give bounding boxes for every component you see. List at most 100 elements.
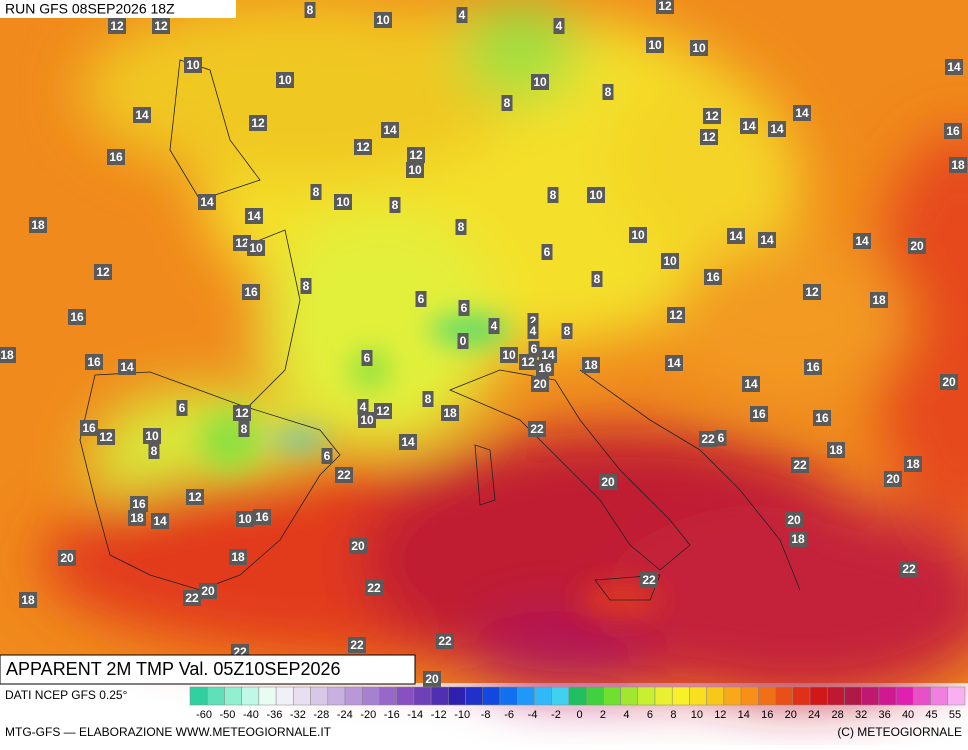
label-box bbox=[587, 187, 605, 203]
colorbar-swatch bbox=[895, 686, 914, 706]
value-label: 18 bbox=[584, 358, 598, 372]
value-label: 8 bbox=[458, 220, 465, 234]
label-box bbox=[531, 74, 549, 90]
colorbar-swatch bbox=[689, 686, 707, 706]
value-label: 6 bbox=[418, 292, 425, 306]
value-label: 12 bbox=[376, 404, 390, 418]
value-label: 6 bbox=[179, 401, 186, 415]
label-box bbox=[152, 18, 170, 34]
colorbar-tick-label: 40 bbox=[902, 709, 914, 721]
value-label: 8 bbox=[307, 3, 314, 17]
colorbar-swatch bbox=[809, 686, 828, 706]
label-box bbox=[357, 399, 369, 415]
value-label: 10 bbox=[648, 38, 662, 52]
colorbar-tick-label: 55 bbox=[949, 709, 961, 721]
colorbar-swatch bbox=[620, 686, 639, 706]
value-label: 20 bbox=[601, 475, 615, 489]
value-label: 8 bbox=[392, 198, 399, 212]
label-box bbox=[813, 410, 831, 426]
colorbar-tick-label: -8 bbox=[481, 709, 491, 721]
colorbar-swatch bbox=[585, 686, 604, 706]
label-box bbox=[870, 292, 888, 308]
value-label: 20 bbox=[201, 584, 215, 598]
colorbar-tick-label: -10 bbox=[454, 709, 470, 721]
value-label: 8 bbox=[594, 272, 601, 286]
label-box bbox=[436, 633, 454, 649]
value-label: 18 bbox=[0, 348, 14, 362]
label-box bbox=[310, 184, 322, 200]
label-box bbox=[547, 187, 559, 203]
label-box bbox=[0, 347, 16, 363]
label-box bbox=[455, 219, 467, 235]
value-label: 16 bbox=[946, 124, 960, 138]
colorbar-swatch bbox=[499, 686, 518, 706]
label-box bbox=[199, 583, 217, 599]
value-label: 16 bbox=[706, 270, 720, 284]
label-box bbox=[727, 228, 745, 244]
value-label: 12 bbox=[805, 285, 819, 299]
value-label: 18 bbox=[951, 158, 965, 172]
label-box bbox=[758, 232, 776, 248]
value-label: 12 bbox=[99, 430, 113, 444]
label-box bbox=[198, 194, 216, 210]
value-label: 12 bbox=[110, 19, 124, 33]
label-box bbox=[374, 403, 392, 419]
source-label: DATI NCEP GFS 0.25° bbox=[5, 688, 128, 702]
label-box bbox=[29, 217, 47, 233]
value-label: 12 bbox=[356, 140, 370, 154]
run-label: RUN GFS 08SEP2026 18Z bbox=[5, 1, 175, 17]
label-box bbox=[233, 405, 251, 421]
value-label: 12 bbox=[235, 406, 249, 420]
label-box bbox=[536, 360, 554, 376]
colorbar-tick-label: -50 bbox=[220, 709, 236, 721]
value-label: 14 bbox=[120, 360, 134, 374]
colorbar-swatch bbox=[775, 686, 794, 706]
colorbar-tick-label: 20 bbox=[785, 709, 797, 721]
value-label: 14 bbox=[760, 233, 774, 247]
colorbar-swatch bbox=[482, 686, 501, 706]
value-label: 16 bbox=[244, 285, 258, 299]
label-box bbox=[519, 354, 537, 370]
label-box bbox=[501, 95, 513, 111]
label-box bbox=[186, 489, 204, 505]
value-label: 12 bbox=[154, 19, 168, 33]
value-label: 14 bbox=[401, 435, 415, 449]
value-label: 4 bbox=[556, 19, 563, 33]
label-box bbox=[94, 264, 112, 280]
colorbar-tick-label: -20 bbox=[360, 709, 376, 721]
value-label: 22 bbox=[902, 562, 916, 576]
value-label: 16 bbox=[806, 360, 820, 374]
label-box bbox=[300, 278, 312, 294]
value-label: 8 bbox=[425, 392, 432, 406]
value-label: 10 bbox=[360, 413, 374, 427]
colorbar-swatch bbox=[723, 686, 742, 706]
label-box bbox=[242, 284, 260, 300]
label-box bbox=[528, 421, 546, 437]
value-label: 14 bbox=[795, 106, 809, 120]
label-box bbox=[945, 59, 963, 75]
label-box bbox=[750, 406, 768, 422]
label-box bbox=[690, 40, 708, 56]
label-box bbox=[528, 341, 540, 357]
value-label: 6 bbox=[544, 245, 551, 259]
value-label: 10 bbox=[533, 75, 547, 89]
label-box bbox=[276, 72, 294, 88]
label-box bbox=[561, 323, 573, 339]
colorbar-tick-label: -16 bbox=[384, 709, 400, 721]
label-box bbox=[423, 671, 441, 687]
value-label: 10 bbox=[663, 254, 677, 268]
label-box bbox=[904, 456, 922, 472]
value-label: 10 bbox=[502, 348, 516, 362]
run-box bbox=[0, 0, 236, 18]
value-label: 8 bbox=[504, 96, 511, 110]
label-box bbox=[768, 121, 786, 137]
label-box bbox=[488, 318, 500, 334]
temperature-field bbox=[0, 0, 968, 700]
value-label: 18 bbox=[31, 218, 45, 232]
value-label: 18 bbox=[872, 293, 886, 307]
label-box bbox=[133, 107, 151, 123]
value-label: 16 bbox=[109, 150, 123, 164]
value-label: 6 bbox=[324, 449, 331, 463]
